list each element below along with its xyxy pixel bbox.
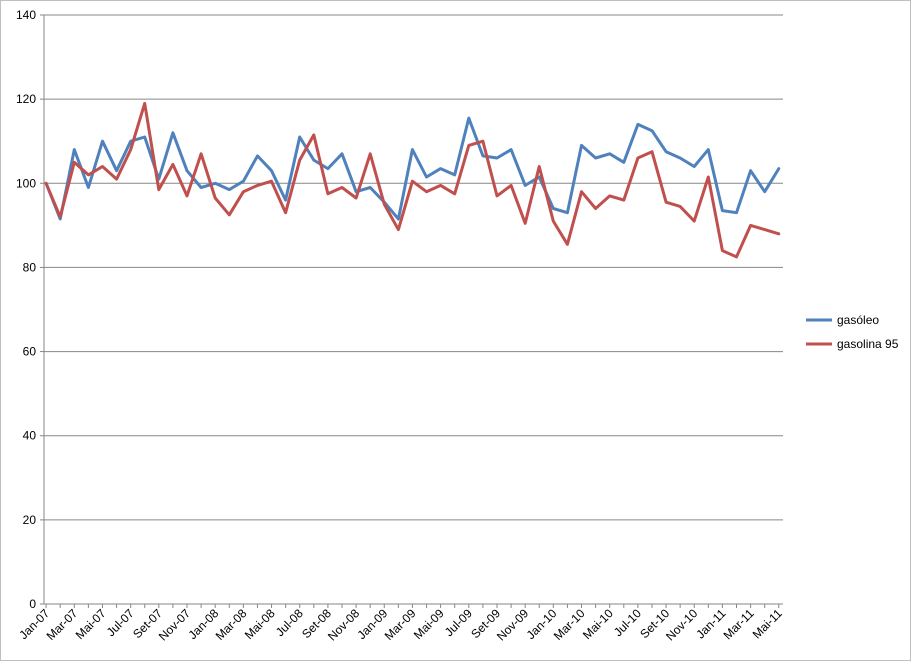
x-tick-label: Mai-09	[411, 606, 447, 642]
legend-label-2: gasolina 95	[837, 337, 899, 351]
x-tick-label: Mar-07	[44, 606, 81, 643]
series-line-2	[44, 101, 781, 259]
x-tick-label: Nov-07	[156, 606, 193, 643]
x-tick-label: Mar-11	[721, 606, 757, 642]
legend-label-1: gasóleo	[837, 313, 879, 327]
x-tick-label: Mar-10	[551, 606, 588, 643]
y-tick-label: 140	[16, 8, 36, 22]
y-tick-label: 40	[23, 429, 37, 443]
x-tick-label: Nov-10	[663, 606, 700, 643]
gridlines	[44, 14, 783, 521]
series-line-1	[44, 116, 781, 221]
x-tick-label: Mar-09	[382, 606, 419, 643]
x-tick-label: Nov-09	[494, 606, 531, 643]
legend: gasóleo gasolina 95	[806, 313, 899, 351]
x-tick-label: Mar-08	[213, 606, 250, 643]
y-tick-label: 20	[23, 513, 37, 527]
x-tick-label: Mai-07	[73, 606, 109, 642]
y-tick-label: 80	[23, 260, 37, 274]
x-tick-label: Mai-08	[242, 606, 278, 642]
y-tick-label: 100	[16, 176, 36, 190]
y-tick-label: 0	[29, 597, 36, 611]
x-axis-tick-labels: Jan-07Mar-07Mai-07Jul-07Set-07Nov-07Jan-…	[16, 606, 785, 643]
axes	[40, 14, 783, 608]
x-tick-label: Mai-10	[580, 606, 616, 642]
y-tick-label: 60	[23, 345, 37, 359]
series-lines	[44, 101, 781, 259]
x-tick-label: Nov-08	[325, 606, 362, 643]
y-axis-tick-labels: 0 20 40 60 80 100 120 140	[16, 8, 36, 611]
y-tick-label: 120	[16, 92, 36, 106]
x-tick-label: Mai-11	[750, 606, 785, 641]
